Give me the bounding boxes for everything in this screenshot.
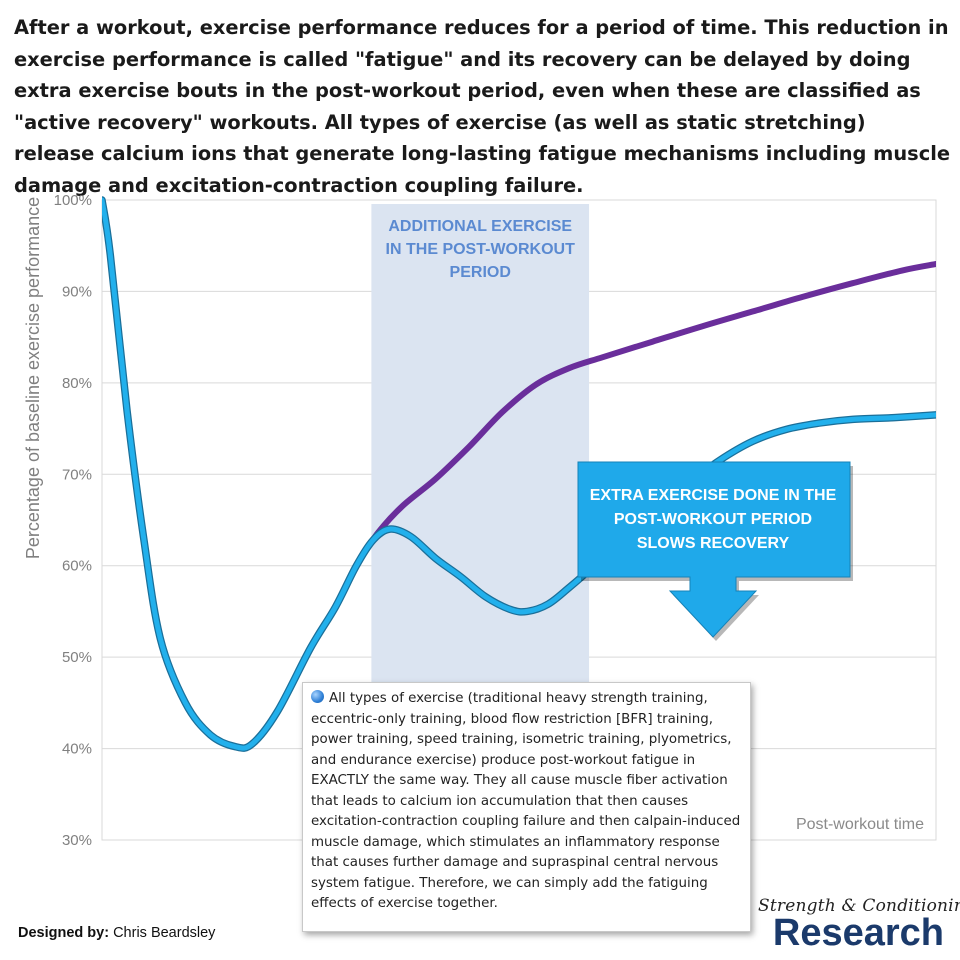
y-tick-label: 40% xyxy=(62,741,92,758)
y-tick-label: 30% xyxy=(62,832,92,849)
info-note-text: All types of exercise (traditional heavy… xyxy=(311,691,741,911)
callout-text: SLOWS RECOVERY xyxy=(637,535,790,552)
line-with-extra-exercise xyxy=(102,197,936,751)
designer-label: Designed by: xyxy=(18,925,110,941)
callout-text: POST-WORKOUT PERIOD xyxy=(614,511,812,528)
shaded-region-label: PERIOD xyxy=(450,264,511,281)
brand-tagline: Strength & Conditioning xyxy=(758,896,960,916)
recovery-callout-arrow: EXTRA EXERCISE DONE IN THE POST-WORKOUT P… xyxy=(577,461,853,641)
y-tick-label: 50% xyxy=(62,649,92,666)
designer-credit: Designed by: Chris Beardsley xyxy=(18,925,215,941)
y-tick-label: 60% xyxy=(62,558,92,575)
pushpin-icon xyxy=(311,690,324,703)
x-axis-label: Post-workout time xyxy=(796,816,924,833)
y-axis-label: Percentage of baseline exercise performa… xyxy=(23,197,43,559)
info-note-box: All types of exercise (traditional heavy… xyxy=(302,682,751,932)
y-tick-label: 90% xyxy=(62,283,92,300)
designer-name: Chris Beardsley xyxy=(113,925,216,941)
brand-name: Research xyxy=(772,912,944,954)
intro-paragraph: After a workout, exercise performance re… xyxy=(14,16,950,197)
callout-arrow-shape xyxy=(577,461,851,638)
brand-logo: Strength & Conditioning Research xyxy=(758,896,960,954)
y-tick-label: 100% xyxy=(54,192,92,209)
y-tick-label: 70% xyxy=(62,466,92,483)
callout-text: EXTRA EXERCISE DONE IN THE xyxy=(590,487,837,504)
shaded-region-label: IN THE POST-WORKOUT xyxy=(386,241,576,258)
y-tick-label: 80% xyxy=(62,375,92,392)
shaded-region-label: ADDITIONAL EXERCISE xyxy=(388,218,572,235)
